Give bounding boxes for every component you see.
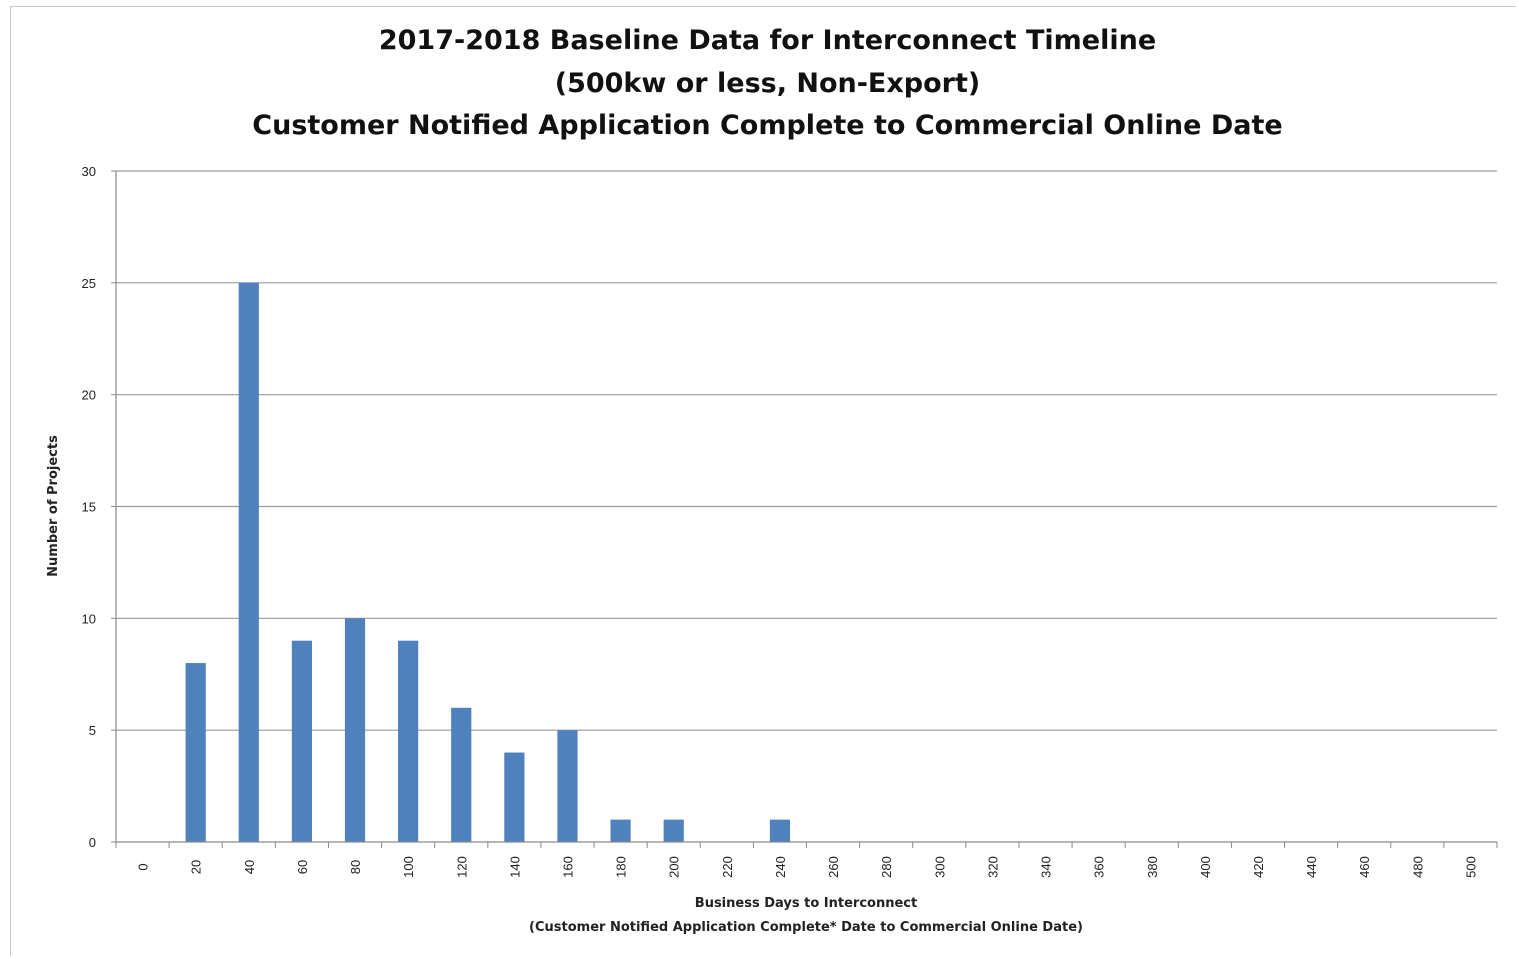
x-tick-label-340: 340 [1039,856,1054,878]
y-tick-label-25: 25 [82,276,96,291]
x-tick-label-360: 360 [1092,856,1107,878]
x-tick-label-280: 280 [879,856,894,878]
x-tick-label-220: 220 [720,856,735,878]
x-tick-label-0: 0 [136,863,151,870]
bar-20 [185,663,206,842]
y-tick-label-30: 30 [82,164,96,179]
bars [185,282,791,842]
bar-120 [451,707,472,842]
chart-area-border [10,6,1516,956]
chart-title-line-3: Customer Notified Application Complete t… [252,110,1283,141]
bar-60 [291,640,312,842]
gridlines [116,170,1497,731]
bar-240 [769,819,791,842]
x-tick-label-100: 100 [401,856,416,878]
x-tick-label-440: 440 [1304,856,1319,878]
y-tick-label-20: 20 [82,388,96,403]
x-tick-label-20: 20 [189,860,204,874]
y-axis-title: Number of Projects [46,435,61,577]
x-tick-label-460: 460 [1357,856,1372,878]
x-tick-label-80: 80 [348,860,363,874]
bar-200 [663,819,684,842]
chart-title-line-1: 2017-2018 Baseline Data for Interconnect… [378,25,1157,56]
x-tick-label-60: 60 [295,860,310,874]
chart-title-line-2: (500kw or less, Non-Export) [554,68,981,99]
x-tick-label-420: 420 [1251,856,1266,878]
x-tick-label-40: 40 [242,860,257,874]
x-tick-label-120: 120 [454,856,469,878]
x-tick-labels: 0 20 40 60 80 100 120 140 160 180 200 220 240 260 280 3… [136,856,1479,878]
x-tick-label-180: 180 [614,856,629,878]
x-tick-label-240: 240 [773,856,788,878]
x-tick-label-200: 200 [667,856,682,878]
x-tick-label-380: 380 [1145,856,1160,878]
bar-40 [238,282,259,842]
y-tick-label-5: 5 [89,723,96,738]
x-tick-label-480: 480 [1410,856,1425,878]
x-tick-label-160: 160 [560,856,575,878]
bar-140 [504,752,525,842]
axes [111,170,1498,848]
x-axis-title-line-2: (Customer Notified Application Complete*… [529,920,1083,935]
x-tick-label-320: 320 [985,856,1000,878]
y-tick-label-0: 0 [89,835,96,850]
bar-80 [344,618,366,842]
x-tick-label-260: 260 [826,856,841,878]
x-tick-label-300: 300 [932,856,947,878]
bar-180 [610,819,631,842]
x-tick-label-500: 500 [1463,856,1478,878]
bar-160 [557,730,578,842]
y-tick-label-15: 15 [82,500,96,515]
bar-100 [398,640,419,842]
y-tick-label-10: 10 [82,611,96,626]
x-axis-title-line-1: Business Days to Interconnect [695,896,917,911]
x-tick-label-400: 400 [1198,856,1213,878]
x-tick-label-140: 140 [507,856,522,878]
y-tick-labels: 0 5 10 15 20 25 30 [82,164,96,850]
